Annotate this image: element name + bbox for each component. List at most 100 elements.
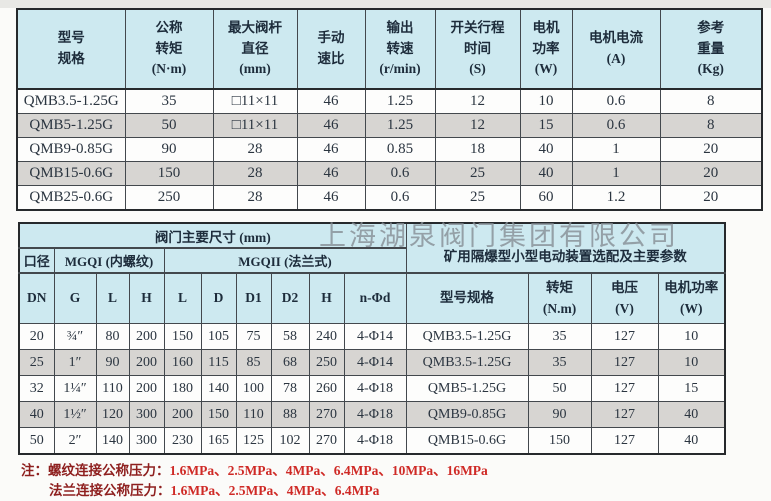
cell: 12 [434, 113, 521, 138]
t2-subheader-g: G [53, 272, 97, 324]
t2-subheader-h1: H [128, 272, 165, 324]
cell: □11×11 [212, 113, 298, 138]
cell: 250 [308, 349, 345, 376]
cell: 20 [659, 161, 763, 186]
cell: 2″ [53, 427, 97, 455]
cell: 40 [657, 427, 726, 455]
table-row: QMB25-0.6G 250 28 46 0.6 25 60 1.2 20 [16, 185, 763, 211]
cell-model: QMB3.5-1.25G [16, 88, 126, 114]
t2-title-row: 阀门主要尺寸 (mm) 矿用隔爆型小型电动装置选配及主要参数 [18, 222, 726, 274]
cell: 46 [296, 185, 366, 211]
cell: 115 [200, 349, 237, 376]
t1-header-motor-power: 电机 功率 (W) [519, 8, 573, 90]
cell: 46 [296, 137, 366, 162]
cell: 40 [657, 401, 726, 428]
cell: 0.85 [364, 137, 436, 162]
cell-model: QMB5-1.25G [405, 375, 529, 402]
cell: 32 [18, 375, 55, 402]
t1-header-stem-diameter: 最大阀杆 直径 (mm) [212, 8, 298, 90]
cell: 140 [200, 375, 237, 402]
cell: 20 [18, 323, 55, 350]
cell: 20 [659, 185, 763, 211]
scan-top-edge [0, 0, 771, 8]
cell: 10 [657, 323, 726, 350]
cell: 0.6 [364, 161, 436, 186]
cell: 1½″ [53, 401, 97, 428]
t1-header-motor-current: 电机电流 (A) [571, 8, 661, 90]
cell: 240 [308, 323, 345, 350]
t1-header-stroke-time: 开关行程 时间 (S) [434, 8, 521, 90]
pressure-notes: 注：螺纹连接公称压力：1.6MPa、2.5MPa、4MPa、6.4MPa、10M… [21, 461, 488, 500]
cell: 150 [200, 401, 237, 428]
actuator-parameters-table: 型号 规格 公称 转矩 (N·m) 最大阀杆 直径 (mm) 手动 速比 输出 … [16, 8, 763, 211]
cell: 250 [124, 185, 214, 211]
cell: 80 [95, 323, 130, 350]
t2-header-model: 型号规格 [405, 272, 529, 324]
cell: 1.25 [364, 113, 436, 138]
t1-header-row: 型号 规格 公称 转矩 (N·m) 最大阀杆 直径 (mm) 手动 速比 输出 … [16, 8, 763, 90]
cell: 60 [519, 185, 573, 211]
cell: 25 [434, 185, 521, 211]
cell: 125 [235, 427, 272, 455]
t2-header-motor-power: 电机功率 (W) [657, 272, 726, 324]
cell: 1.2 [571, 185, 661, 211]
note-threaded-values: 1.6MPa、2.5MPa、4MPa、6.4MPa、10MPa、16MPa [169, 463, 488, 478]
table-row: 50 2″ 140 300 230 165 125 102 270 4-Φ18 QMB15-0.6G… [18, 427, 726, 455]
cell: ¾″ [53, 323, 97, 350]
cell: 8 [659, 113, 763, 138]
t1-header-output-speed: 输出 转速 (r/min) [364, 8, 436, 90]
note-flanged-values: 1.6MPa、2.5MPa、4MPa、6.4MPa [170, 482, 380, 498]
cell-model: QMB3.5-1.25G [405, 323, 529, 350]
cell: 68 [270, 349, 310, 376]
cell: 165 [200, 427, 237, 455]
cell: 40 [18, 401, 55, 428]
note-line-threaded: 注：螺纹连接公称压力：1.6MPa、2.5MPa、4MPa、6.4MPa、10M… [21, 461, 488, 481]
t2-subheader-l1: L [95, 272, 130, 324]
cell: 25 [434, 161, 521, 186]
cell: 12 [434, 88, 521, 114]
t2-subheader-nphid: n-Φd [343, 272, 407, 324]
cell: 40 [519, 137, 573, 162]
cell: 90 [95, 349, 130, 376]
cell: 20 [659, 137, 763, 162]
t2-group-mgqi: MGQI (内螺纹) [53, 247, 165, 274]
cell: 180 [163, 375, 202, 402]
valve-dimensions-table: 阀门主要尺寸 (mm) 矿用隔爆型小型电动装置选配及主要参数 口径 MGQI (… [18, 222, 727, 455]
cell: 28 [212, 185, 298, 211]
cell: 140 [95, 427, 130, 455]
cell: 160 [163, 349, 202, 376]
cell: 110 [95, 375, 130, 402]
cell-model: QMB3.5-1.25G [405, 349, 529, 376]
note-threaded-label: 螺纹连接公称压力： [48, 463, 170, 478]
t2-subheader-d1: D1 [235, 272, 272, 324]
cell: 58 [270, 323, 310, 350]
t2-group-caliber: 口径 [18, 247, 55, 274]
cell: 46 [296, 113, 366, 138]
cell: 120 [95, 401, 130, 428]
cell: 40 [519, 161, 573, 186]
cell: 127 [590, 401, 659, 428]
cell: 46 [296, 161, 366, 186]
cell: 90 [527, 401, 592, 428]
t2-subheader-d: D [200, 272, 237, 324]
t2-subheader-dn: DN [18, 272, 55, 324]
cell: 1″ [53, 349, 97, 376]
cell: 200 [128, 323, 165, 350]
cell: 18 [434, 137, 521, 162]
table-row: 25 1″ 90 200 160 115 85 68 250 4-Φ14 QMB3.5-1.25G 3… [18, 349, 726, 376]
cell: 127 [590, 427, 659, 455]
t2-subheader-l2: L [163, 272, 202, 324]
cell: 105 [200, 323, 237, 350]
cell: 50 [527, 375, 592, 402]
table-row: QMB9-0.85G 90 28 46 0.85 18 40 1 20 [16, 137, 763, 162]
t2-group-mgqii: MGQII (法兰式) [163, 247, 407, 274]
cell: 8 [659, 88, 763, 114]
cell: 270 [308, 427, 345, 455]
note-line-flanged: 法兰连接公称压力：1.6MPa、2.5MPa、4MPa、6.4MPa [21, 481, 488, 501]
cell: 4-Φ18 [343, 401, 407, 428]
cell: 46 [296, 88, 366, 114]
cell: 100 [235, 375, 272, 402]
cell: 4-Φ18 [343, 427, 407, 455]
cell: 25 [18, 349, 55, 376]
cell: 90 [124, 137, 214, 162]
